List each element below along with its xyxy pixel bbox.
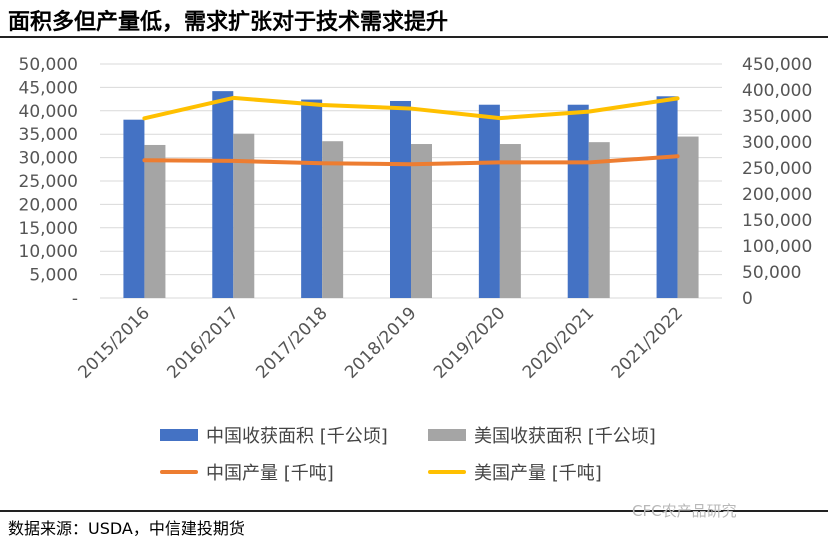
left-axis-tick-label: 20,000: [19, 195, 78, 215]
left-axis-tick-label: 30,000: [19, 149, 78, 169]
left-axis-tick-label: 35,000: [19, 125, 78, 145]
right-axis-tick-label: 300,000: [742, 133, 812, 153]
bar-china-area: [390, 100, 411, 298]
right-axis-tick-label: 350,000: [742, 107, 812, 127]
legend-swatch-china-area: [160, 429, 198, 441]
bar-china-area: [123, 119, 145, 298]
x-axis-tick-label: 2021/2022: [608, 303, 687, 382]
right-axis-tick-label: 150,000: [742, 211, 812, 231]
line-china-production: [142, 154, 680, 167]
right-axis-tick-label: 50,000: [742, 263, 801, 283]
legend-swatch-china-production: [160, 470, 198, 474]
legend-us-area: 美国收获面积 [千公顷]: [428, 422, 656, 448]
source-note: 数据来源：USDA，中信建投期货: [8, 519, 245, 538]
bar-china-area: [212, 91, 234, 298]
left-axis-tick-label: 10,000: [19, 242, 78, 262]
left-axis-tick-label: 50,000: [19, 55, 78, 75]
footer-divider: [0, 510, 828, 512]
bar-us-area: [233, 133, 255, 298]
bar-us-area: [411, 144, 432, 298]
x-axis-tick-label: 2019/2020: [430, 303, 509, 382]
legend-label-china-production: 中国产量 [千吨]: [206, 463, 334, 484]
bar-us-area: [499, 144, 521, 298]
x-axis-tick-label: 2020/2021: [519, 303, 598, 382]
bar-china-area: [567, 104, 589, 298]
x-axis-tick-label: 2016/2017: [163, 303, 242, 382]
legend-label-china-area: 中国收获面积 [千公顷]: [206, 426, 388, 447]
bar-us-area: [588, 142, 610, 298]
right-axis-tick-label: 0: [742, 289, 753, 309]
legend-swatch-us-area: [428, 429, 466, 441]
title-divider: [0, 36, 828, 38]
x-axis-tick-label: 2015/2016: [75, 303, 154, 382]
right-axis-tick-label: 250,000: [742, 159, 812, 179]
left-axis-tick-label: 15,000: [19, 219, 78, 239]
bar-us-area: [144, 144, 166, 298]
legend-label-us-production: 美国产量 [千吨]: [474, 463, 602, 484]
right-axis-tick-label: 200,000: [742, 185, 812, 205]
left-axis-tick-label: 40,000: [19, 102, 78, 122]
legend-china-area: 中国收获面积 [千公顷]: [160, 422, 388, 448]
left-axis-tick-label: 25,000: [19, 172, 78, 192]
legend-label-us-area: 美国收获面积 [千公顷]: [474, 426, 656, 447]
line-us-production: [142, 95, 680, 121]
bar-us-area: [677, 136, 699, 298]
x-axis-tick-label: 2017/2018: [252, 303, 331, 382]
right-axis-tick-label: 450,000: [742, 55, 812, 75]
bar-china-area: [656, 96, 678, 299]
left-axis-tick-label: 5,000: [29, 266, 78, 286]
bar-us-area: [322, 141, 344, 298]
bar-china-area: [301, 99, 323, 299]
page-title: 面积多但产量低，需求扩张对于技术需求提升: [8, 10, 449, 35]
bar-china-area: [478, 104, 500, 298]
watermark: CFC农产品研究: [632, 502, 737, 520]
right-axis-tick-label: 100,000: [742, 237, 812, 257]
legend-us-production: 美国产量 [千吨]: [428, 459, 602, 485]
left-axis-tick-label: 45,000: [19, 78, 78, 98]
x-axis-tick-label: 2018/2019: [341, 303, 420, 382]
legend-china-production: 中国产量 [千吨]: [160, 459, 334, 485]
legend-swatch-us-production: [428, 470, 466, 474]
right-axis-tick-label: 400,000: [742, 81, 812, 101]
left-axis-tick-label: -: [72, 289, 78, 309]
